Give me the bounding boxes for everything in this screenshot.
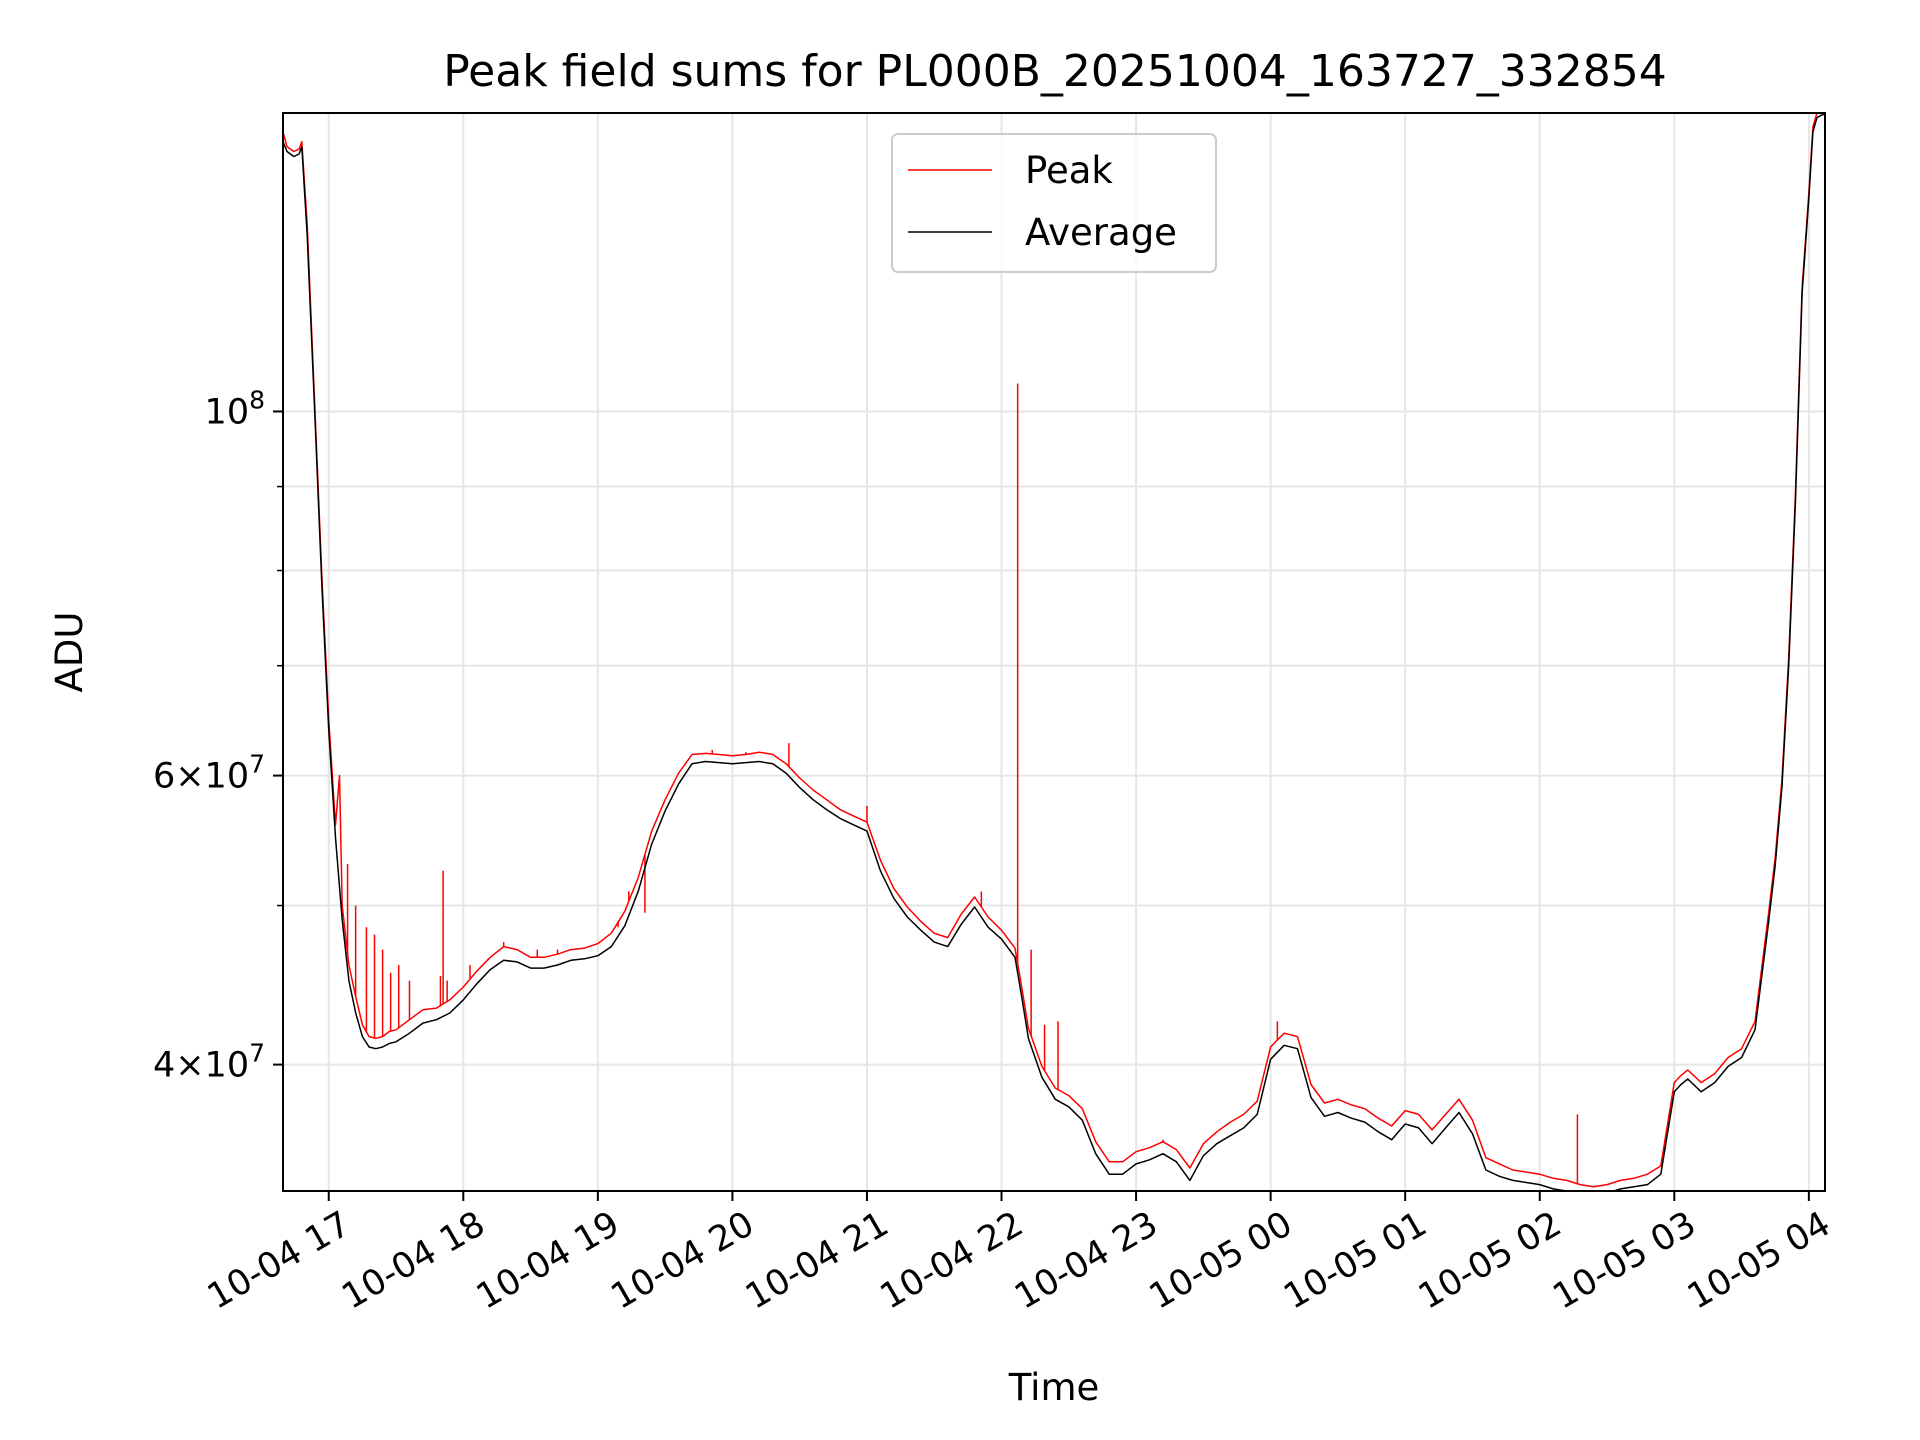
y-tick-mantissa: 6 xyxy=(153,757,175,797)
y-tick-exponent: 7 xyxy=(249,750,265,779)
series-line-peak xyxy=(283,113,1819,1188)
y-tick-exponent: 7 xyxy=(249,1039,265,1068)
y-tick-label: 4×107 xyxy=(153,1039,265,1086)
legend: Peak Average xyxy=(891,133,1217,273)
y-tick-exponent: 8 xyxy=(249,385,265,414)
plot-area-frame xyxy=(282,112,1826,1192)
grid-layer xyxy=(283,113,1825,1191)
y-axis-title: ADU xyxy=(48,612,91,693)
peak-spike-layer xyxy=(346,383,1579,1184)
legend-frame xyxy=(891,133,1217,273)
y-tick-label: 6×107 xyxy=(153,750,265,797)
y-tick-label: 108 xyxy=(205,385,265,432)
series-line-average xyxy=(283,113,1825,1191)
chart-title: Peak field sums for PL000B_20251004_1637… xyxy=(443,46,1667,97)
y-axis: 4×107 6×107 108 xyxy=(153,385,283,1086)
legend-label-peak: Peak xyxy=(1025,149,1113,192)
legend-label-average: Average xyxy=(1025,211,1177,254)
y-tick-mantissa: 4 xyxy=(153,1046,175,1086)
x-axis-title: Time xyxy=(1008,1366,1100,1409)
